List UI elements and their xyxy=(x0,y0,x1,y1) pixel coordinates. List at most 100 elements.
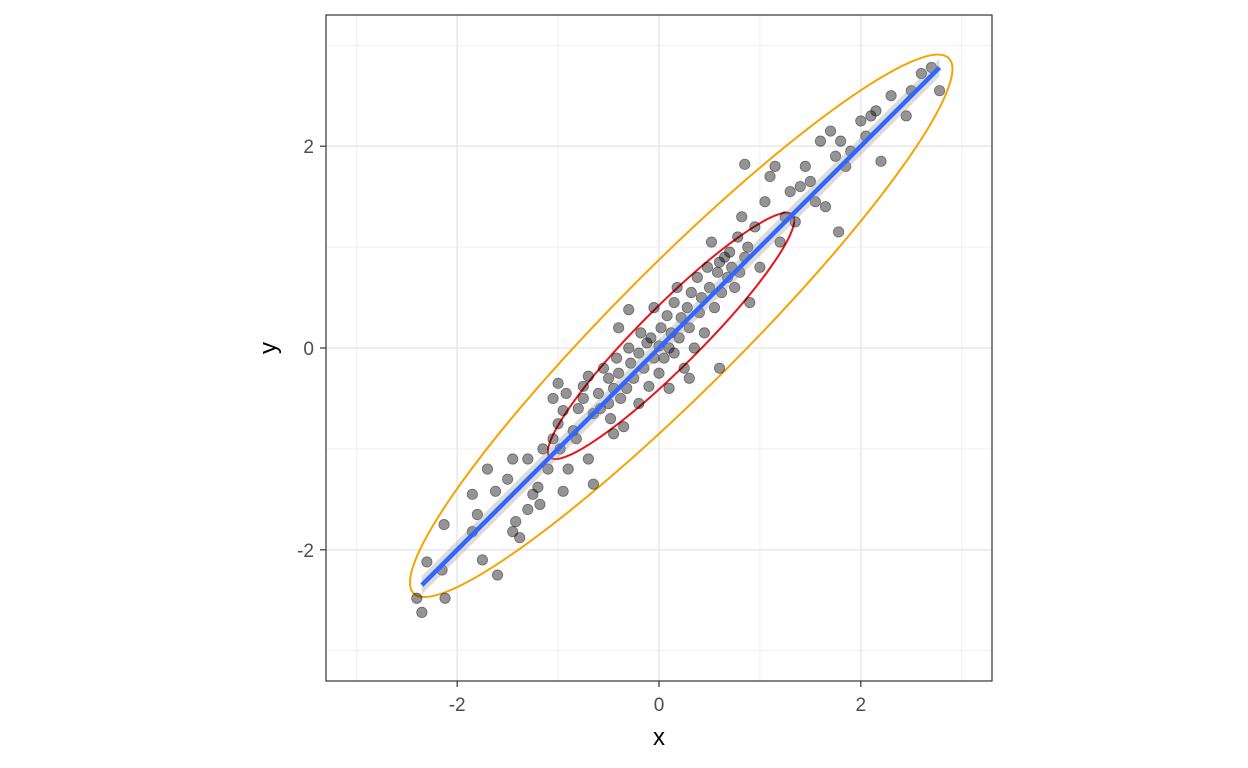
data-point xyxy=(613,322,625,334)
data-point xyxy=(604,413,617,425)
data-point xyxy=(804,175,816,188)
data-point xyxy=(685,286,697,299)
data-point xyxy=(510,515,522,528)
data-point xyxy=(502,473,514,485)
data-point xyxy=(547,433,559,445)
data-point xyxy=(507,526,519,538)
data-point xyxy=(900,110,912,122)
data-point xyxy=(522,453,534,465)
y-tick-label: 0 xyxy=(303,339,314,360)
data-point xyxy=(577,380,589,392)
x-tick-label: -2 xyxy=(449,695,466,716)
data-point xyxy=(438,518,450,531)
data-point xyxy=(655,322,667,334)
data-point xyxy=(633,347,645,359)
data-point xyxy=(491,569,504,581)
data-point xyxy=(635,327,647,339)
data-point xyxy=(784,185,796,198)
data-point xyxy=(824,125,837,137)
data-point xyxy=(713,362,726,374)
data-point xyxy=(673,332,685,344)
data-point xyxy=(724,246,736,258)
data-point xyxy=(658,352,670,364)
data-point xyxy=(875,155,887,167)
data-point xyxy=(562,463,574,475)
data-point xyxy=(729,281,741,294)
data-point xyxy=(623,304,635,316)
regression-line-group xyxy=(420,58,942,595)
data-point xyxy=(701,261,714,273)
data-point xyxy=(623,342,635,354)
data-point xyxy=(774,236,786,248)
data-point xyxy=(870,105,882,117)
data-point xyxy=(732,231,744,243)
axes: -2 0 2 -2 0 2 xyxy=(297,137,866,716)
data-point xyxy=(522,503,534,516)
data-point xyxy=(663,382,675,394)
data-point xyxy=(703,281,716,294)
data-point xyxy=(514,532,526,544)
y-tick-label: 2 xyxy=(303,137,314,158)
data-point xyxy=(683,322,695,334)
data-point xyxy=(698,327,711,339)
data-point xyxy=(645,332,657,344)
data-point xyxy=(789,216,801,228)
data-point xyxy=(885,90,897,102)
data-point xyxy=(411,592,423,604)
data-point xyxy=(769,160,781,172)
data-point xyxy=(481,463,494,475)
x-tick-label: 2 xyxy=(856,695,867,716)
data-point xyxy=(754,261,766,273)
data-point xyxy=(683,372,695,384)
data-point xyxy=(625,357,637,369)
data-points xyxy=(411,61,946,618)
data-point xyxy=(678,362,690,374)
data-point xyxy=(742,241,754,253)
data-point xyxy=(489,485,502,497)
data-point xyxy=(794,180,806,193)
data-point xyxy=(534,498,546,511)
data-point xyxy=(661,310,673,322)
data-point xyxy=(613,367,625,379)
data-point xyxy=(439,592,451,604)
data-point xyxy=(653,367,665,379)
data-point xyxy=(713,256,726,268)
data-point xyxy=(611,352,623,364)
data-point xyxy=(744,296,756,309)
data-point xyxy=(557,485,569,497)
data-point xyxy=(547,392,559,405)
data-point xyxy=(855,115,867,127)
x-axis-title: x xyxy=(653,724,665,751)
data-point xyxy=(582,453,594,465)
data-point xyxy=(759,196,771,208)
data-point xyxy=(833,226,845,238)
data-point xyxy=(835,135,847,147)
data-point xyxy=(809,196,822,208)
data-point xyxy=(739,158,751,170)
data-point xyxy=(749,221,761,233)
x-tick-label: 0 xyxy=(654,695,665,716)
y-tick-label: -2 xyxy=(297,541,314,562)
data-point xyxy=(688,342,700,354)
data-point xyxy=(705,236,718,248)
data-point xyxy=(572,402,584,415)
data-point xyxy=(421,556,433,568)
data-point xyxy=(668,296,680,309)
data-point xyxy=(582,370,594,382)
data-point xyxy=(552,377,564,389)
data-point xyxy=(829,150,842,162)
data-point xyxy=(711,266,724,278)
data-point xyxy=(814,135,827,147)
data-point xyxy=(466,488,478,500)
data-point xyxy=(602,372,615,384)
data-point xyxy=(615,392,627,405)
data-point xyxy=(933,85,946,97)
data-point xyxy=(633,397,645,410)
data-point xyxy=(865,110,877,122)
data-point xyxy=(592,387,605,400)
data-point xyxy=(708,302,721,314)
data-point xyxy=(668,347,680,359)
ellipse-outer xyxy=(408,53,954,599)
data-point xyxy=(557,404,569,417)
